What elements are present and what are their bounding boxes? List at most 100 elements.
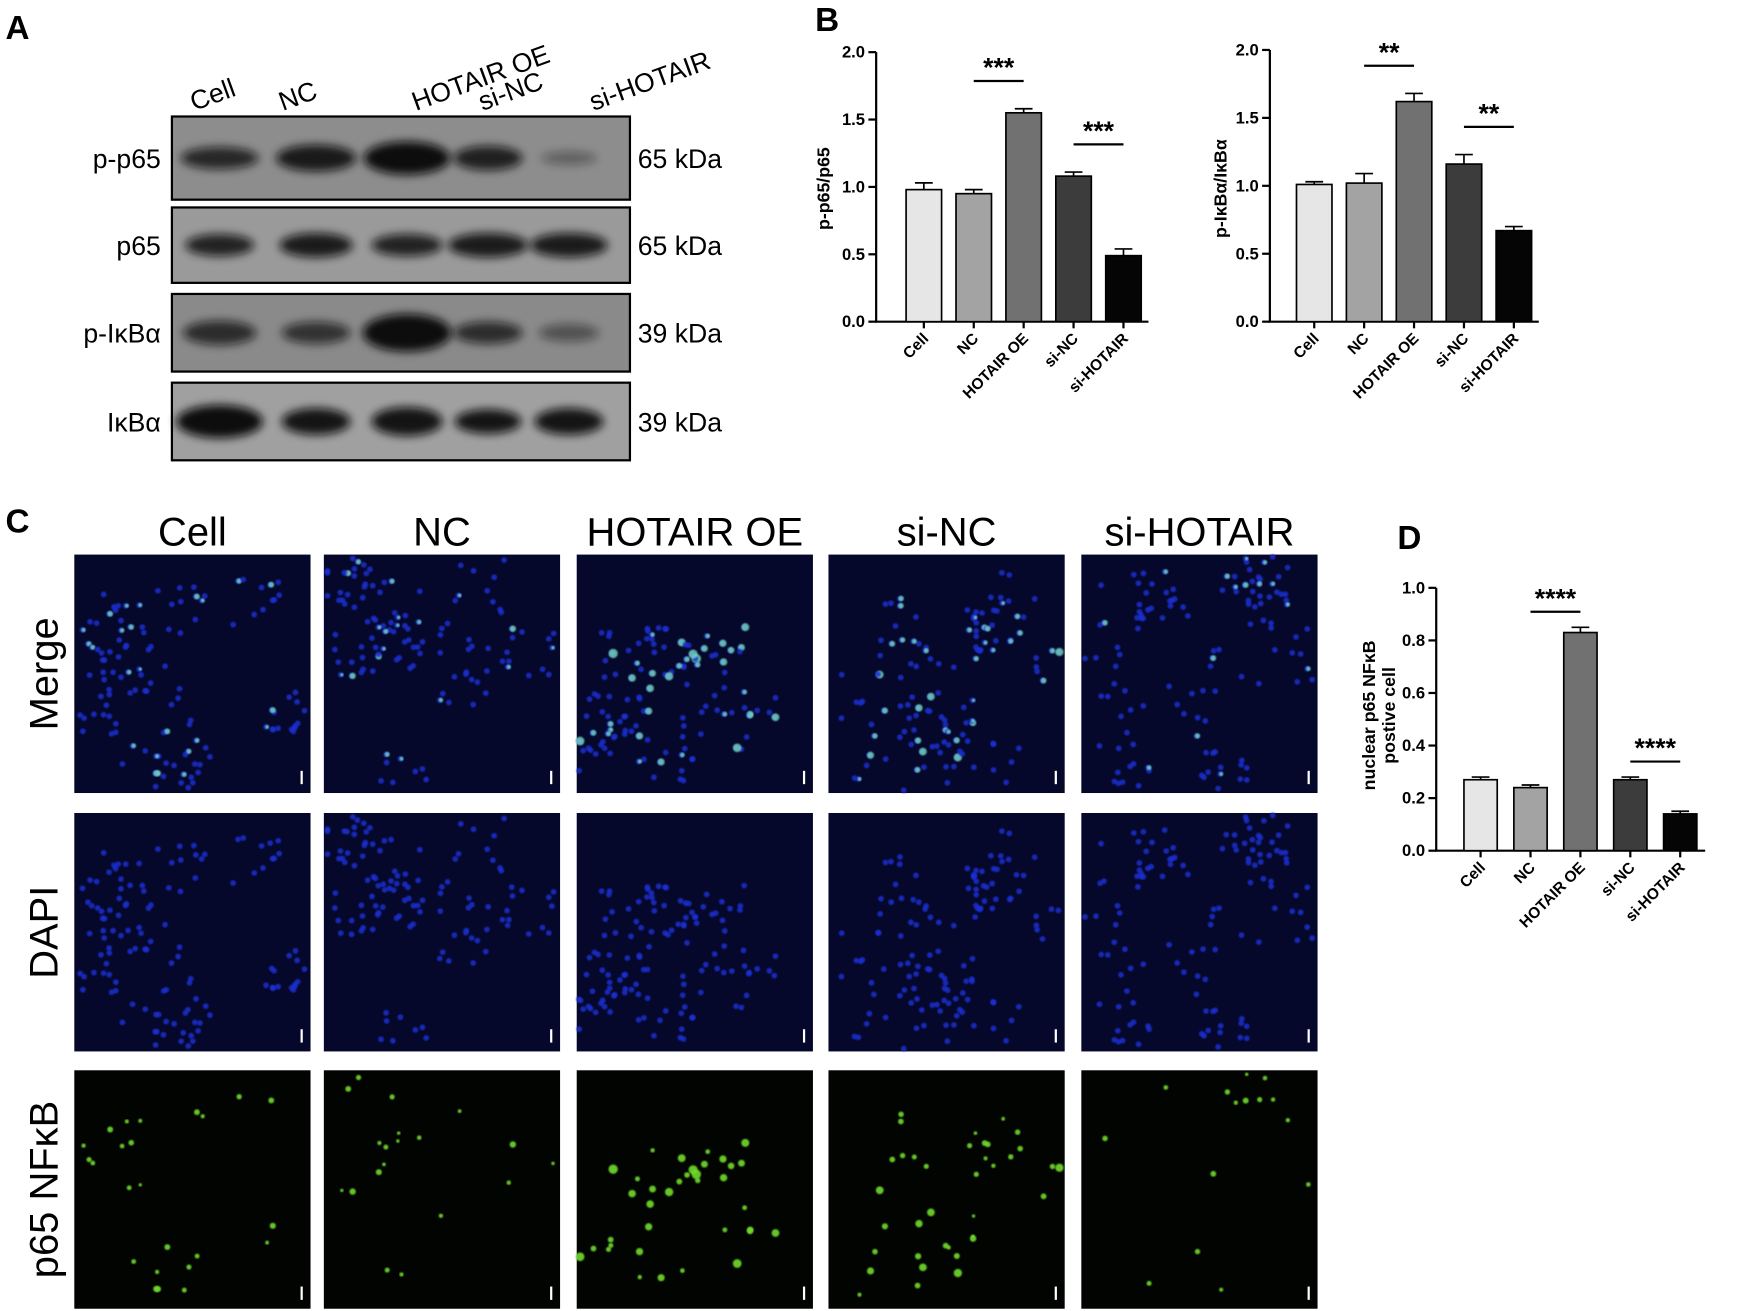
nucleus: [909, 952, 916, 959]
nucleus: [617, 977, 623, 983]
y-tick-label: 2.0: [842, 43, 865, 62]
nucleus: [360, 820, 367, 827]
nucleus: [341, 569, 348, 576]
nucleus: [888, 600, 894, 607]
p65-signal: [881, 707, 889, 714]
blot-band: [541, 151, 597, 165]
p65-signal: [742, 1205, 748, 1211]
nucleus: [1033, 655, 1040, 661]
p65-signal: [194, 737, 200, 743]
p65-signal: [628, 674, 636, 682]
nucleus: [1233, 588, 1240, 595]
bar: [1612, 778, 1648, 852]
nucleus: [439, 949, 446, 955]
nucleus: [165, 884, 172, 891]
p65-signal: [416, 1135, 422, 1141]
nucleus: [718, 898, 725, 905]
nucleus: [301, 966, 308, 973]
bar: [1345, 182, 1383, 323]
nucleus: [377, 847, 383, 854]
nucleus: [1033, 913, 1040, 920]
nucleus: [202, 1003, 209, 1010]
nucleus: [675, 921, 682, 928]
nucleus: [1268, 878, 1274, 885]
nucleus: [115, 861, 122, 868]
nucleus: [1269, 554, 1276, 560]
nucleus: [633, 981, 639, 988]
nucleus: [1093, 913, 1099, 920]
nucleus: [700, 904, 707, 910]
p65-signal: [966, 627, 973, 633]
row-label: p65 NFκB: [23, 1101, 67, 1278]
nucleus: [942, 721, 949, 728]
p65-signal: [898, 602, 904, 609]
nucleus: [160, 1031, 167, 1038]
nucleus: [525, 931, 532, 937]
y-axis-label: nuclear p65 NFκB: [1359, 640, 1379, 790]
p65-signal: [911, 1154, 917, 1160]
p65-signal: [164, 1244, 171, 1251]
p65-signal: [349, 1188, 356, 1195]
nucleus: [468, 676, 475, 683]
nucleus: [1034, 926, 1041, 933]
nucleus: [1005, 598, 1012, 604]
nucleus: [142, 747, 149, 754]
nucleus: [896, 861, 903, 868]
nucleus: [375, 651, 382, 658]
p65-signal: [575, 736, 585, 746]
nucleus: [490, 857, 496, 864]
nucleus: [163, 1018, 169, 1025]
nucleus: [712, 910, 719, 917]
nucleus: [973, 867, 979, 874]
nucleus: [1166, 941, 1172, 948]
nucleus: [1188, 690, 1195, 697]
p65-signal: [340, 1188, 344, 1193]
nucleus: [367, 824, 373, 831]
nucleus: [1202, 718, 1209, 724]
nucleus: [1006, 896, 1013, 903]
nucleus: [129, 1001, 136, 1008]
nucleus: [1261, 817, 1267, 824]
nucleus: [1127, 707, 1134, 713]
nucleus: [866, 1010, 873, 1017]
nucleus: [624, 696, 631, 703]
y-tick-label: 0.6: [1402, 684, 1425, 703]
nucleus: [727, 905, 733, 912]
p65-signal: [1242, 581, 1249, 588]
nucleus: [963, 719, 970, 726]
nucleus: [457, 820, 464, 827]
nucleus: [1246, 825, 1253, 831]
nucleus: [1140, 873, 1147, 880]
nucleus: [981, 898, 988, 904]
nucleus: [202, 744, 209, 751]
y-tick-label: 2.0: [1236, 41, 1259, 60]
nucleus: [621, 713, 627, 720]
nucleus: [1015, 1003, 1022, 1010]
nucleus: [176, 843, 183, 850]
protein-label: p-IκBα: [83, 319, 160, 349]
nucleus: [504, 907, 510, 914]
bar: [905, 188, 943, 323]
nucleus: [372, 617, 379, 623]
p65-signal: [634, 1176, 640, 1182]
p65-signal: [90, 1160, 96, 1166]
nucleus: [1114, 644, 1121, 651]
p65-signal: [399, 1272, 404, 1277]
nucleus: [388, 619, 394, 626]
nucleus: [927, 914, 934, 921]
nucleus: [1193, 991, 1200, 998]
p65-signal: [923, 1163, 929, 1169]
nucleus: [743, 734, 750, 740]
nucleus: [349, 555, 356, 562]
nucleus: [1223, 831, 1230, 838]
nucleus: [484, 668, 490, 674]
nucleus: [648, 928, 655, 935]
nucleus: [628, 986, 635, 993]
nucleus: [81, 973, 87, 980]
nucleus: [1148, 605, 1155, 612]
nucleus: [1130, 571, 1137, 578]
nucleus: [331, 905, 338, 911]
p65-signal: [506, 1180, 511, 1185]
nucleus: [1033, 922, 1040, 929]
nucleus: [188, 1032, 195, 1039]
